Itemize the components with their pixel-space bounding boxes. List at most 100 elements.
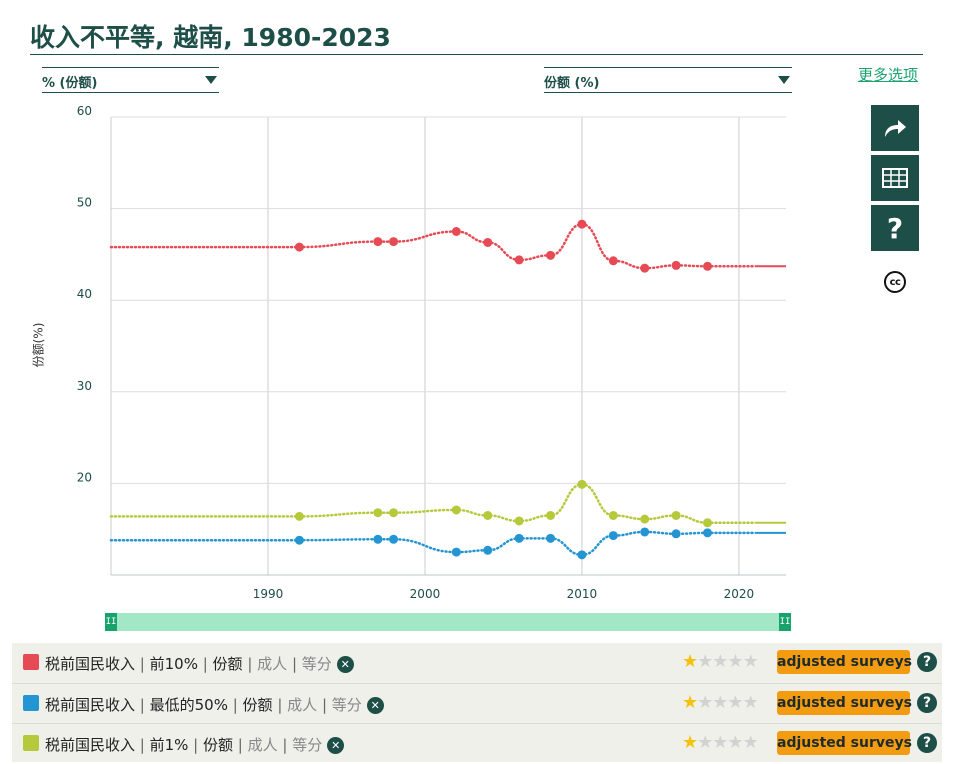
data-point [671, 529, 681, 539]
data-point [703, 261, 713, 271]
star-icon: ★ [712, 732, 728, 753]
unit-select[interactable]: % (份额) [42, 67, 219, 93]
metric-select[interactable]: 份额 (%) [544, 67, 792, 93]
data-point [703, 518, 713, 528]
series-line [298, 222, 709, 270]
data-point [389, 534, 399, 544]
page-title: 收入不平等, 越南, 1980-2023 [30, 23, 391, 52]
data-point [640, 263, 650, 273]
y-tick-label: 30 [77, 379, 92, 393]
help-icon: ? [886, 211, 904, 245]
more-options-link[interactable]: 更多选项 [858, 66, 919, 84]
data-point [546, 250, 556, 260]
data-point [514, 255, 524, 265]
star-icon: ★ [697, 692, 713, 713]
share-icon [885, 120, 906, 137]
year-range-slider[interactable]: II II [105, 613, 791, 631]
data-point [640, 514, 650, 524]
data-point [451, 227, 461, 236]
data-point [294, 242, 304, 252]
star-icon: ★ [682, 692, 698, 713]
star-icon: ★ [742, 732, 759, 753]
data-point [483, 510, 493, 520]
y-tick-label: 50 [77, 196, 92, 210]
table-button[interactable] [871, 155, 919, 201]
y-tick-label: 40 [77, 287, 92, 301]
star-icon: ★ [682, 732, 698, 753]
data-point [608, 256, 618, 266]
source-type-badge[interactable]: adjusted surveys [777, 731, 912, 755]
remove-series-button[interactable]: ✕ [327, 737, 345, 754]
star-icon: ★ [697, 651, 713, 672]
legend-row: 税前国民收入 | 最低的50% | 份额 | 成人 | 等分 ✕ ★★★★★ ad… [12, 683, 942, 724]
license-icon[interactable]: cc [884, 271, 906, 293]
data-point [640, 527, 650, 537]
series-label: 税前国民收入 | 前10% | 份额 | 成人 | 等分 ✕ [45, 653, 354, 674]
series-color-swatch [23, 654, 39, 670]
star-icon: ★ [742, 651, 759, 672]
y-tick-label: 20 [77, 470, 92, 484]
series-legend: 税前国民收入 | 前10% | 份额 | 成人 | 等分 ✕ ★★★★★ adju… [12, 643, 942, 762]
range-end-handle[interactable]: II [779, 613, 791, 631]
range-start-handle[interactable]: II [105, 613, 117, 631]
help-icon[interactable]: ? [917, 693, 937, 713]
data-point [577, 219, 587, 229]
star-icon: ★ [697, 732, 713, 753]
help-button[interactable]: ? [871, 205, 919, 251]
series-color-swatch [23, 695, 39, 711]
star-icon: ★ [682, 651, 698, 672]
legend-row: 税前国民收入 | 前10% | 份额 | 成人 | 等分 ✕ ★★★★★ adju… [12, 643, 942, 683]
data-point [608, 510, 618, 520]
share-button[interactable] [871, 105, 919, 151]
quality-rating: ★★★★★ [682, 651, 759, 672]
x-tick-label: 2010 [567, 587, 598, 600]
data-point [451, 547, 461, 557]
data-point [671, 510, 681, 520]
remove-series-button[interactable]: ✕ [366, 697, 384, 714]
legend-row: 税前国民收入 | 前1% | 份额 | 成人 | 等分 ✕ ★★★★★ adjus… [12, 723, 942, 764]
table-icon [882, 168, 908, 188]
star-icon: ★ [727, 732, 743, 753]
data-point [373, 534, 383, 544]
unit-select-value: % (份额) [42, 76, 98, 91]
star-icon: ★ [712, 651, 728, 672]
star-icon: ★ [742, 692, 759, 713]
chevron-down-icon [205, 76, 217, 84]
star-icon: ★ [712, 692, 728, 713]
data-point [483, 237, 493, 247]
quality-rating: ★★★★★ [682, 732, 759, 753]
series-label: 税前国民收入 | 最低的50% | 份额 | 成人 | 等分 ✕ [45, 694, 384, 715]
x-tick-label: 1990 [253, 587, 284, 600]
data-point [546, 533, 556, 543]
data-point [514, 516, 524, 526]
data-point [577, 479, 587, 489]
data-point [483, 545, 493, 555]
source-type-badge[interactable]: adjusted surveys [777, 691, 912, 715]
data-point [608, 531, 618, 541]
data-point [294, 535, 304, 545]
series-color-swatch [23, 735, 39, 751]
data-point [389, 237, 399, 247]
metric-select-value: 份额 (%) [544, 76, 600, 91]
data-point [389, 508, 399, 518]
data-point [294, 511, 304, 521]
source-type-badge[interactable]: adjusted surveys [777, 650, 912, 674]
line-chart: 20 30 40 50 60 1990 2000 2010 2020 [77, 104, 786, 600]
chevron-down-icon [778, 76, 790, 84]
remove-series-button[interactable]: ✕ [336, 656, 354, 673]
data-point [373, 508, 383, 518]
data-point [546, 510, 556, 520]
data-point [577, 550, 587, 560]
series-label: 税前国民收入 | 前1% | 份额 | 成人 | 等分 ✕ [45, 734, 345, 755]
star-icon: ★ [727, 651, 743, 672]
help-icon[interactable]: ? [917, 652, 937, 672]
data-point [514, 533, 524, 543]
data-point [373, 237, 383, 247]
x-tick-label: 2000 [410, 587, 441, 600]
star-icon: ★ [727, 692, 743, 713]
help-icon[interactable]: ? [917, 733, 937, 753]
x-tick-label: 2020 [724, 587, 755, 600]
quality-rating: ★★★★★ [682, 692, 759, 713]
data-point [671, 260, 681, 270]
data-point [703, 528, 713, 538]
